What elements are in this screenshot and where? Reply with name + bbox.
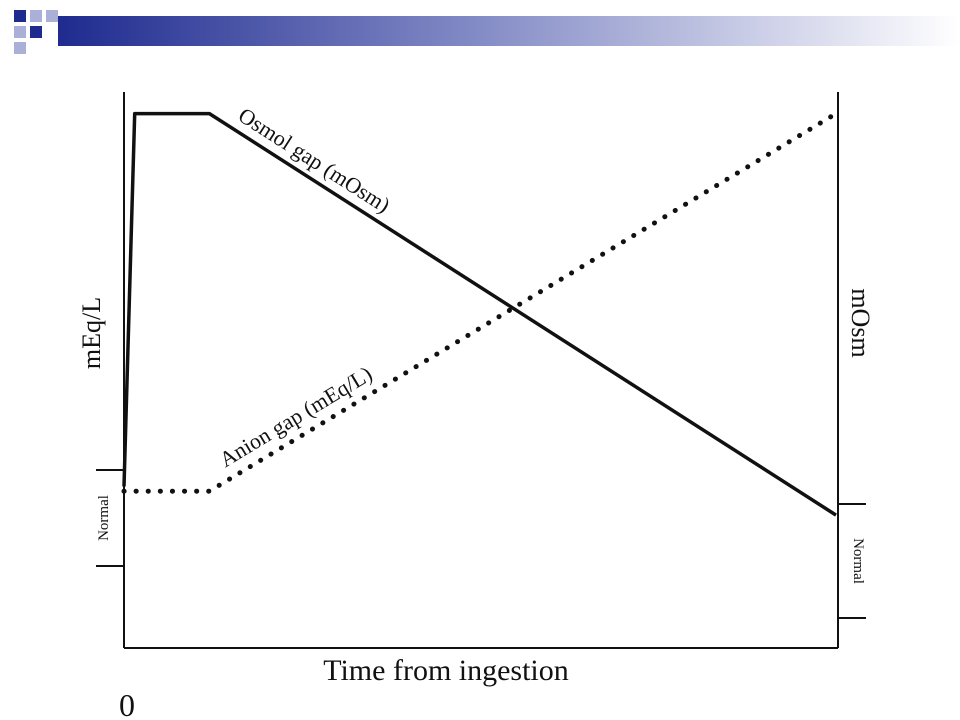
header-square-light bbox=[30, 10, 42, 22]
series-label-osmol-gap: Osmol gap (mOsm) bbox=[234, 102, 395, 217]
x-axis-tick-zero: 0 bbox=[119, 687, 135, 720]
slide-header-decoration bbox=[14, 10, 960, 54]
right-normal-label: Normal bbox=[850, 538, 866, 584]
header-square-dark bbox=[30, 26, 42, 38]
y-axis-label-right: mOsm bbox=[846, 288, 875, 357]
header-gradient-bar bbox=[58, 16, 960, 46]
header-square-light bbox=[46, 10, 58, 22]
header-square-light bbox=[14, 42, 26, 54]
x-axis-label: Time from ingestion bbox=[323, 654, 569, 687]
y-axis-label-left: mEq/L bbox=[77, 297, 106, 369]
left-normal-label: Normal bbox=[96, 495, 112, 541]
header-square-light bbox=[14, 26, 26, 38]
series-label-anion-gap: Anion gap (mEq/L) bbox=[215, 361, 377, 472]
series-line-osmol-gap bbox=[122, 111, 837, 517]
header-square-dark bbox=[14, 10, 26, 22]
series-line-anion-gap bbox=[121, 111, 839, 494]
